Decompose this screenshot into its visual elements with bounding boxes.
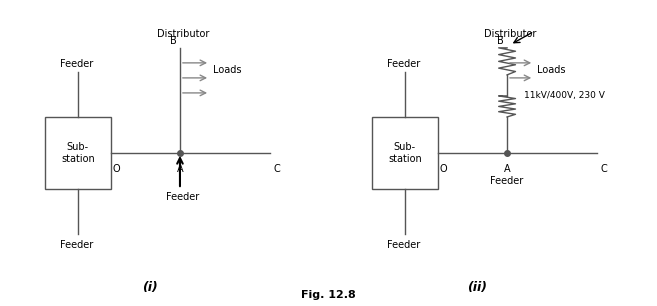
Text: O: O (112, 163, 120, 174)
Text: A: A (504, 164, 510, 174)
Text: A: A (177, 163, 183, 174)
Text: B: B (170, 36, 177, 46)
FancyBboxPatch shape (372, 117, 438, 189)
Text: (i): (i) (142, 281, 158, 294)
Text: Distributor: Distributor (157, 29, 209, 39)
Text: Feeder: Feeder (166, 192, 200, 202)
Text: Loads: Loads (537, 65, 566, 75)
Text: (ii): (ii) (467, 281, 487, 294)
Text: Feeder: Feeder (60, 240, 93, 250)
Text: O: O (440, 163, 447, 174)
Text: Feeder: Feeder (387, 240, 420, 250)
Text: C: C (273, 163, 280, 174)
Text: Fig. 12.8: Fig. 12.8 (301, 290, 356, 300)
Text: Feeder: Feeder (60, 59, 93, 69)
Text: Feeder: Feeder (491, 176, 524, 185)
Text: Feeder: Feeder (387, 59, 420, 69)
Text: Sub-
station: Sub- station (388, 142, 422, 164)
Text: Distributor: Distributor (484, 29, 536, 39)
FancyBboxPatch shape (45, 117, 111, 189)
Text: Loads: Loads (213, 65, 242, 75)
Text: C: C (600, 163, 607, 174)
Text: 11kV/400V, 230 V: 11kV/400V, 230 V (524, 91, 604, 100)
Text: Sub-
station: Sub- station (61, 142, 95, 164)
Text: B: B (497, 36, 504, 46)
